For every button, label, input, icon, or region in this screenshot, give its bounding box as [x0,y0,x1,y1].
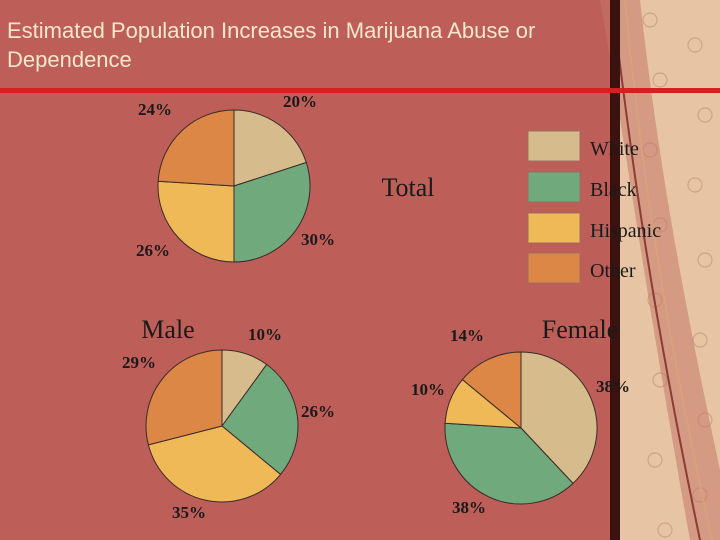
pie-slice-hispanic [147,425,282,503]
pie-slice-other [157,109,235,187]
chart-title: Female [542,315,619,344]
chart-title: Male [141,315,194,344]
legend-label: White [590,138,639,160]
pie-slice-other [145,349,223,446]
legend-label: Black [590,179,637,201]
legend-swatch [527,171,581,203]
chart-title: Total [381,173,434,202]
pie-slice-black [233,161,311,263]
slice-label: 14% [450,326,484,345]
legend-swatch [527,212,581,244]
drape-line [624,0,713,540]
slide-title: Estimated Population Increases in Mariju… [7,18,536,72]
legend-swatch [527,252,581,284]
slice-label: 26% [301,402,335,421]
pie-slice-hispanic [157,180,235,263]
pie-slice-white [233,109,307,187]
slice-label: 30% [301,230,335,249]
slice-label: 38% [452,498,486,517]
slice-label: 29% [122,353,156,372]
frame-edge [610,0,620,540]
title-rule [0,88,720,93]
slice-label: 20% [283,92,317,111]
slice-label: 38% [596,377,630,396]
slice-label: 10% [411,380,445,399]
legend-swatch [527,130,581,162]
slice-label: 26% [136,241,170,260]
pie-slice-white [520,351,598,485]
legend-label: Other [590,260,636,282]
pie-slice-black [221,363,299,476]
pie-slice-other [461,351,522,430]
slice-label: 10% [248,325,282,344]
pie-slice-black [444,422,574,505]
legend-label: Hispanic [590,220,661,242]
slice-label: 24% [138,100,172,119]
slice-label: 35% [172,503,206,522]
